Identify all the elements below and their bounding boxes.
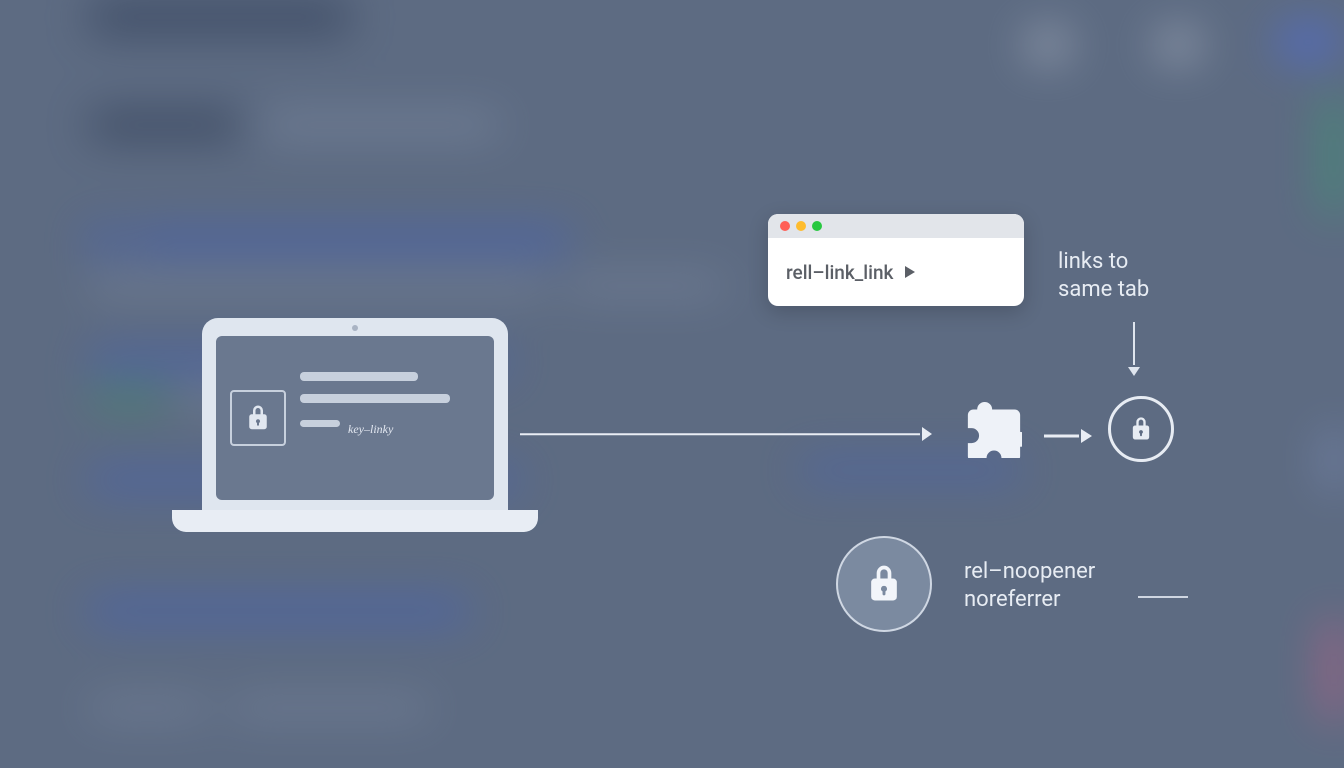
arrow-down	[1124, 322, 1144, 376]
lock-icon	[1127, 415, 1155, 443]
arrow-line	[520, 433, 920, 435]
label-line: noreferrer	[964, 586, 1095, 614]
lock-icon	[243, 403, 273, 433]
label-line: links to	[1058, 248, 1149, 276]
laptop-illustration: key–linky	[172, 318, 538, 536]
label-same-tab: links to same tab	[1058, 248, 1149, 303]
lock-circle-filled-icon	[836, 536, 932, 632]
arrow-laptop-to-plugin	[520, 424, 932, 444]
label-noopener: rel–noopener noreferrer	[964, 558, 1095, 613]
lock-icon	[862, 562, 906, 606]
label-line: same tab	[1058, 276, 1149, 304]
arrow-line	[1044, 435, 1079, 438]
browser-address-text: rell–link_link	[786, 261, 893, 284]
trailing-dash	[1138, 596, 1188, 598]
label-line: rel–noopener	[964, 558, 1095, 586]
arrow-line	[1133, 322, 1135, 365]
arrow-head-icon	[1081, 429, 1092, 443]
puzzle-piece-icon	[966, 402, 1022, 458]
infographic-layer: key–linky rell–link_link links to same t…	[0, 0, 1344, 768]
play-icon	[905, 266, 915, 278]
browser-body: rell–link_link	[768, 238, 1024, 306]
laptop-base	[172, 510, 538, 532]
laptop-lock-thumbnail	[230, 390, 286, 446]
lock-circle-outline-icon	[1108, 396, 1174, 462]
laptop-screen: key–linky	[216, 336, 494, 500]
laptop-camera-dot	[352, 325, 358, 331]
browser-window: rell–link_link	[768, 214, 1024, 306]
arrow-head-icon	[1128, 367, 1140, 376]
browser-titlebar	[768, 214, 1024, 238]
arrow-head-icon	[922, 427, 932, 441]
laptop-caption: key–linky	[348, 422, 393, 437]
arrow-plugin-to-lock	[1044, 426, 1092, 446]
